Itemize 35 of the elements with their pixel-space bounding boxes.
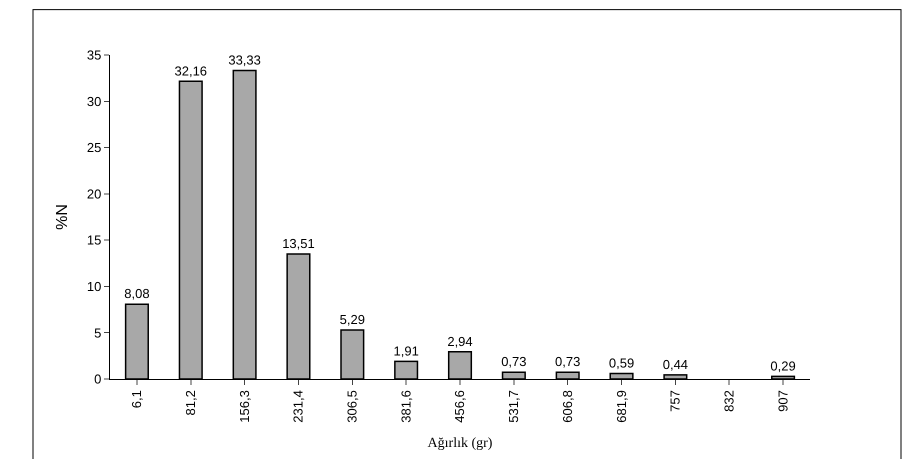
x-tick-label: 832 — [721, 390, 736, 412]
x-tick-label: 456,6 — [452, 390, 468, 423]
data-label: 5,29 — [340, 312, 365, 328]
x-axis-title: Ağırlık (gr) — [428, 436, 493, 452]
data-label: 1,91 — [394, 343, 419, 358]
y-tick-label: 15 — [86, 232, 102, 248]
data-label: 8,08 — [124, 286, 150, 302]
data-label: 0,44 — [662, 356, 688, 372]
y-tick-label: 20 — [86, 186, 102, 202]
y-tick-label: 10 — [86, 278, 102, 294]
x-tick-label: 6,1 — [129, 390, 144, 408]
x-tick-label: 907 — [775, 390, 790, 412]
x-tick-label: 531,7 — [506, 390, 522, 423]
data-label: 0,29 — [770, 358, 796, 374]
x-tick-label: 231,4 — [290, 390, 306, 423]
x-tick-label: 306,5 — [344, 390, 360, 423]
data-label: 33,33 — [228, 52, 261, 68]
x-tick-label: 681,9 — [614, 390, 629, 423]
data-label: 2,94 — [447, 334, 473, 349]
x-tick-label: 156,3 — [236, 390, 252, 423]
y-tick-label: 5 — [94, 325, 102, 340]
y-tick-label: 0 — [94, 372, 102, 387]
data-label: 32,16 — [174, 63, 208, 78]
data-label: 0,73 — [555, 354, 580, 370]
data-label: 13,51 — [282, 236, 315, 251]
y-tick-label: 35 — [86, 48, 102, 63]
y-tick-label: 25 — [86, 140, 102, 156]
data-label: 0,59 — [608, 356, 634, 371]
x-tick-label: 606,8 — [560, 390, 575, 423]
x-tick-label: 81,2 — [182, 390, 198, 416]
y-tick-label: 30 — [86, 94, 102, 109]
data-label: 0,73 — [501, 354, 526, 370]
x-tick-label: 381,6 — [398, 390, 414, 423]
y-axis-title: %N — [54, 204, 71, 230]
x-tick-label: 757 — [668, 390, 683, 412]
